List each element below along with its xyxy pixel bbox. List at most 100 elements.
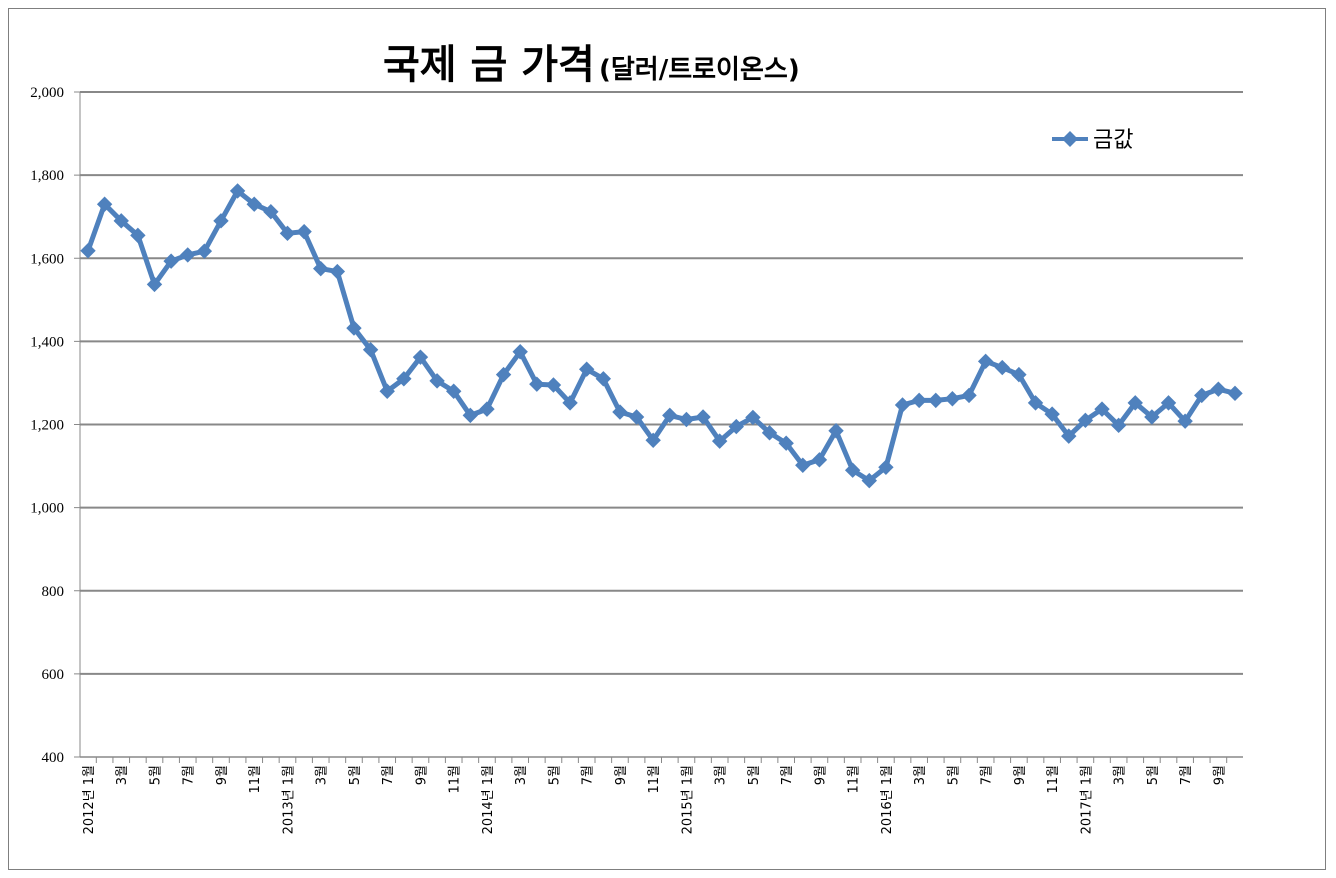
- data-point-2016-07: [977, 353, 994, 370]
- series-line-0: [85, 188, 1236, 484]
- data-point-2017-05: [1144, 409, 1160, 425]
- data-point-2016-11: [1044, 406, 1060, 422]
- ytick-label-800: 800: [42, 584, 65, 600]
- xtick-label-2015-07: 7월: [780, 765, 795, 785]
- data-point-2016-09: [1011, 366, 1027, 383]
- xtick-label-2014-03: 3월: [514, 765, 529, 785]
- data-point-2016-05: [944, 391, 961, 407]
- chart-title: 국제 금 가격: [383, 42, 595, 88]
- data-point-2015-06: [761, 425, 778, 441]
- data-point-2017-10: [1227, 385, 1243, 402]
- data-point-2016-06: [961, 387, 977, 404]
- data-point-2012-12: [263, 203, 279, 220]
- xtick-label-2017-05: 5월: [1146, 765, 1161, 785]
- xtick-label-2016-11: 11월: [1046, 765, 1061, 794]
- data-point-2014-10: [628, 409, 645, 425]
- xtick-label-2014-11: 11월: [647, 765, 662, 794]
- xtick-label-2014-07: 7월: [581, 765, 596, 785]
- data-point-2012-01: [80, 243, 96, 259]
- data-point-2012-08: [196, 243, 213, 259]
- data-point-2013-11: [446, 383, 462, 399]
- data-point-2017-02: [1094, 401, 1110, 417]
- data-point-2015-04: [728, 418, 745, 435]
- data-point-2015-02: [695, 409, 711, 425]
- data-point-2012-09: [213, 213, 229, 229]
- data-point-2017-03: [1110, 417, 1127, 434]
- data-point-2015-11: [844, 462, 861, 478]
- ytick-label-1000: 1,000: [30, 501, 64, 517]
- data-point-2014-03: [512, 344, 528, 360]
- data-point-2012-05: [146, 276, 163, 293]
- data-point-2014-02: [495, 366, 512, 383]
- data-point-2014-09: [612, 404, 628, 420]
- data-point-2013-06: [362, 341, 379, 358]
- data-point-2014-08: [595, 371, 612, 387]
- xtick-label-2012-07: 7월: [182, 765, 197, 785]
- gridlines: [80, 91, 1243, 675]
- data-point-2013-05: [346, 320, 362, 336]
- xtick-label-2016-09: 9월: [1013, 765, 1028, 785]
- data-point-2017-06: [1160, 395, 1177, 411]
- xtick-label-2012-11: 11월: [248, 765, 263, 794]
- data-point-2015-03: [711, 433, 728, 449]
- data-point-2017-01: [1077, 412, 1094, 429]
- data-point-2015-01: [678, 411, 695, 428]
- xtick-label-2015-11: 11월: [847, 765, 862, 794]
- data-point-2012-04: [130, 227, 146, 244]
- xtick-label-2016-05: 5월: [946, 765, 961, 785]
- data-point-2013-02: [296, 223, 312, 240]
- data-point-2013-01: [279, 225, 296, 242]
- ytick-label-1400: 1,400: [30, 334, 64, 350]
- data-point-2013-03: [313, 260, 329, 277]
- data-point-2014-06: [562, 395, 578, 411]
- xtick-label-2015-03: 3월: [714, 765, 729, 785]
- y-axis-ticks: 400 600 800 1,000 1,200 1,400 1,600 1,800 2,000: [30, 85, 64, 766]
- ytick-label-1800: 1,800: [30, 168, 64, 184]
- data-point-2016-10: [1027, 395, 1044, 411]
- data-point-2013-10: [429, 373, 445, 389]
- xtick-label-2012-01: 2012년 1월: [82, 765, 97, 834]
- data-point-2017-07: [1177, 413, 1193, 429]
- xtick-label-2016-07: 7월: [980, 765, 995, 785]
- data-point-2014-04: [529, 376, 545, 392]
- xtick-label-2017-09: 9월: [1212, 765, 1227, 785]
- data-point-2015-08: [795, 457, 811, 473]
- data-point-2016-12: [1061, 428, 1077, 444]
- data-point-2016-03: [911, 392, 927, 409]
- xtick-label-2013-03: 3월: [315, 765, 330, 785]
- xtick-label-2014-09: 9월: [614, 765, 629, 785]
- data-point-2017-08: [1194, 387, 1210, 404]
- xtick-label-2014-05: 5월: [547, 765, 562, 785]
- data-point-2013-09: [412, 349, 429, 365]
- data-point-2016-01: [878, 459, 894, 476]
- data-point-2015-07: [778, 435, 794, 451]
- data-point-2013-07: [379, 383, 395, 399]
- chart-subtitle: (달러/트로이온스): [599, 55, 800, 85]
- xtick-label-2017-03: 3월: [1113, 765, 1128, 785]
- axes: [74, 91, 1243, 763]
- ytick-label-1600: 1,600: [30, 251, 64, 267]
- xtick-label-2015-01: 2015년 1월: [680, 765, 695, 834]
- data-point-2015-09: [811, 452, 828, 468]
- data-point-2012-11: [246, 196, 262, 212]
- xtick-label-2017-07: 7월: [1179, 765, 1194, 785]
- ytick-label-2000: 2,000: [30, 85, 64, 101]
- data-point-2012-07: [180, 247, 196, 263]
- xtick-label-2015-09: 9월: [813, 765, 828, 785]
- ytick-label-600: 600: [42, 667, 65, 683]
- xtick-label-2016-03: 3월: [913, 765, 928, 785]
- xtick-label-2013-05: 5월: [348, 765, 363, 785]
- data-point-2014-07: [578, 361, 595, 377]
- data-point-2012-10: [229, 183, 246, 199]
- xtick-label-2012-03: 3월: [115, 765, 130, 785]
- data-point-2015-05: [745, 409, 761, 426]
- legend-label: 금값: [1093, 128, 1133, 153]
- data-point-2013-12: [462, 407, 479, 424]
- data-point-2016-08: [994, 359, 1010, 376]
- xtick-label-2012-05: 5월: [148, 765, 163, 785]
- xtick-label-2013-09: 9월: [414, 765, 429, 785]
- data-point-2012-06: [163, 253, 179, 269]
- series-goldprice: [80, 183, 1243, 489]
- xtick-label-2013-11: 11월: [448, 765, 463, 794]
